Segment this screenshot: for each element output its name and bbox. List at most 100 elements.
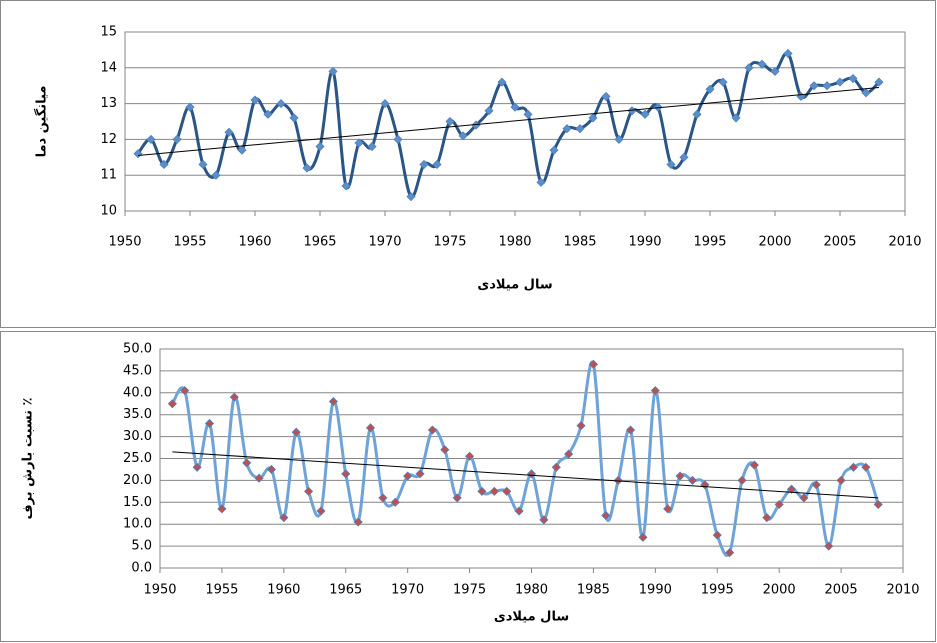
marker bbox=[774, 499, 784, 510]
marker bbox=[824, 541, 834, 551]
marker bbox=[378, 493, 388, 503]
marker bbox=[266, 464, 277, 475]
y-tick-label: 50.0 bbox=[123, 342, 152, 357]
marker bbox=[393, 134, 403, 144]
marker bbox=[291, 427, 301, 437]
x-tick-label: 1995 bbox=[693, 235, 726, 250]
marker bbox=[744, 63, 754, 73]
marker bbox=[204, 418, 215, 429]
marker bbox=[601, 91, 611, 102]
x-axis-label: سال میلادی bbox=[477, 278, 552, 293]
marker bbox=[737, 475, 747, 485]
marker bbox=[341, 469, 351, 479]
marker bbox=[159, 159, 169, 170]
marker bbox=[705, 84, 715, 94]
y-axis-label: نسبت بارش برف ٪ bbox=[21, 397, 36, 519]
marker bbox=[432, 159, 442, 170]
marker bbox=[822, 81, 832, 91]
marker bbox=[861, 88, 871, 98]
marker bbox=[836, 475, 846, 485]
marker bbox=[445, 116, 455, 127]
marker bbox=[497, 77, 507, 87]
marker bbox=[224, 127, 234, 137]
marker bbox=[786, 484, 797, 494]
marker bbox=[687, 475, 698, 485]
marker bbox=[614, 134, 624, 144]
marker bbox=[263, 109, 273, 119]
chart-frame bbox=[0, 0, 936, 328]
x-tick-label: 1955 bbox=[205, 583, 238, 598]
marker bbox=[576, 421, 586, 431]
marker bbox=[254, 473, 264, 483]
x-tick-label: 1990 bbox=[639, 583, 672, 598]
marker bbox=[328, 396, 338, 407]
marker bbox=[229, 392, 239, 402]
marker bbox=[328, 66, 338, 76]
y-tick-label: 30.0 bbox=[123, 429, 152, 444]
marker bbox=[523, 109, 533, 119]
marker bbox=[731, 113, 741, 123]
x-tick-label: 2010 bbox=[888, 235, 921, 250]
marker bbox=[354, 138, 364, 148]
marker bbox=[675, 471, 685, 481]
marker bbox=[809, 81, 819, 91]
y-tick-label: 13 bbox=[100, 96, 117, 111]
marker bbox=[237, 145, 247, 155]
y-tick-label: 5.0 bbox=[131, 539, 152, 554]
marker bbox=[390, 497, 400, 507]
marker bbox=[367, 141, 377, 152]
marker bbox=[575, 124, 585, 134]
y-axis-label: میانگین دما bbox=[34, 86, 50, 158]
x-tick-label: 1950 bbox=[108, 235, 141, 250]
marker bbox=[276, 99, 286, 109]
x-tick-label: 1965 bbox=[329, 583, 362, 598]
marker bbox=[749, 460, 759, 470]
marker bbox=[626, 425, 636, 435]
marker bbox=[653, 102, 663, 112]
x-tick-label: 1980 bbox=[498, 235, 531, 250]
x-tick-label: 2000 bbox=[758, 235, 791, 250]
marker bbox=[353, 517, 363, 527]
marker bbox=[465, 451, 475, 461]
x-tick-label: 1970 bbox=[391, 583, 424, 598]
marker bbox=[217, 504, 227, 514]
marker bbox=[762, 513, 772, 523]
marker bbox=[725, 548, 735, 558]
marker bbox=[502, 486, 512, 496]
marker bbox=[304, 486, 314, 496]
x-tick-label: 2005 bbox=[823, 235, 856, 250]
marker bbox=[180, 386, 190, 396]
marker bbox=[799, 493, 809, 503]
marker bbox=[613, 475, 623, 485]
x-tick-label: 1975 bbox=[453, 583, 486, 598]
marker bbox=[783, 48, 793, 59]
marker bbox=[403, 471, 413, 481]
marker bbox=[185, 102, 195, 112]
marker bbox=[302, 163, 312, 173]
marker bbox=[666, 159, 676, 170]
x-tick-label: 1990 bbox=[628, 235, 661, 250]
y-tick-label: 14 bbox=[100, 60, 117, 75]
trendline bbox=[172, 451, 879, 499]
marker bbox=[484, 106, 494, 116]
y-tick-label: 10 bbox=[100, 204, 117, 219]
x-tick-label: 2010 bbox=[886, 583, 919, 598]
marker bbox=[757, 59, 767, 69]
marker bbox=[692, 109, 702, 119]
marker bbox=[874, 77, 884, 87]
marker bbox=[663, 504, 673, 514]
marker bbox=[861, 462, 871, 472]
marker bbox=[679, 152, 689, 162]
marker bbox=[192, 462, 202, 472]
y-tick-label: 25.0 bbox=[123, 451, 152, 466]
marker bbox=[811, 480, 821, 490]
marker bbox=[419, 159, 429, 170]
marker bbox=[835, 77, 845, 87]
marker bbox=[452, 493, 462, 503]
marker bbox=[510, 102, 520, 112]
y-tick-label: 0.0 bbox=[131, 561, 152, 576]
x-tick-label: 1970 bbox=[368, 235, 401, 250]
marker bbox=[440, 445, 450, 455]
marker bbox=[718, 77, 728, 87]
